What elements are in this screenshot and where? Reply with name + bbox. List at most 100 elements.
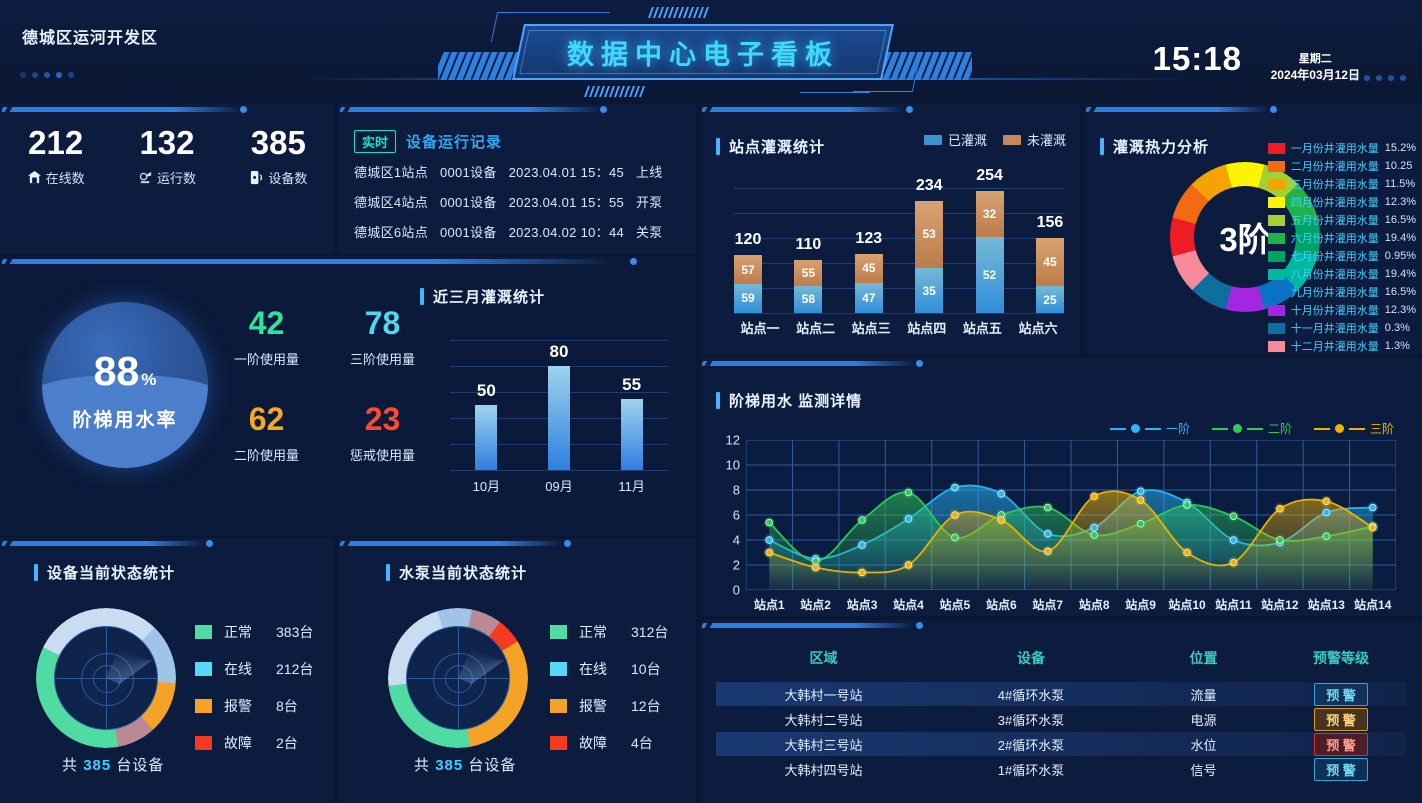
stat-online[interactable]: 212 在线数: [0, 124, 111, 187]
chart-bar-total: 110: [795, 236, 822, 254]
list-item[interactable]: 德城区4站点 0001设备 2023.04.01 15：55 开泵: [354, 192, 671, 211]
legend-value: 312台: [631, 624, 669, 640]
donut-center-label: 3阶: [1219, 221, 1271, 258]
record-time: 2023.04.01 15：55: [508, 195, 625, 210]
chart-bar[interactable]: 234 53 35: [915, 177, 944, 313]
cell-device: 4#循环水泵: [997, 687, 1065, 703]
legend-line: [1246, 427, 1263, 430]
table-row[interactable]: 大韩村一号站 4#循环水泵 流量 预 警: [716, 682, 1406, 706]
legend-value: 10.25: [1384, 160, 1413, 172]
dashboard-title-banner: 数据中心电子看板: [512, 24, 894, 80]
chart-xlabel: 站点六: [1018, 321, 1058, 336]
panel-bar-decoration: [714, 361, 914, 366]
pump-total: 共 385 台设备: [414, 754, 516, 775]
legend-item[interactable]: 一月份井灌用水量 15.2%: [1267, 140, 1416, 156]
kpi-penalty[interactable]: 23 惩戒使用量: [330, 401, 435, 464]
status-badge[interactable]: 预 警: [1314, 682, 1368, 706]
list-item[interactable]: 德城区6站点 0001设备 2023.04.02 10：44 关泵: [354, 222, 671, 241]
legend-label: 二月份井灌用水量: [1290, 161, 1379, 173]
panel-dot-decoration: [1270, 106, 1277, 113]
legend-item[interactable]: 六月份井灌用水量 19.4%: [1267, 230, 1416, 246]
legend-item[interactable]: 故障 4台: [550, 733, 668, 753]
legend-item[interactable]: 故障 2台: [195, 733, 313, 753]
chart-bar[interactable]: 110 55 58: [794, 236, 823, 313]
list-item[interactable]: 德城区1站点 0001设备 2023.04.01 15：45 上线: [354, 162, 671, 181]
chart-xlabel: 站点1: [753, 598, 785, 612]
column-header-position: 位置: [1189, 650, 1218, 666]
chart-bar[interactable]: 50: [475, 381, 498, 470]
cell-area: 大韩村一号站: [784, 687, 863, 703]
legend-item[interactable]: 三月份井灌用水量 11.5%: [1267, 176, 1416, 192]
panel-header-decoration: [700, 358, 1422, 370]
legend-item[interactable]: 二阶: [1211, 420, 1292, 437]
legend-value: 2台: [276, 735, 298, 751]
legend-point: [1334, 424, 1344, 433]
legend-swatch: [1267, 304, 1285, 316]
chart-bar[interactable]: 254 32 52: [975, 167, 1004, 313]
legend-item[interactable]: 报警 8台: [195, 696, 313, 716]
pump-status-donut[interactable]: [388, 608, 551, 748]
device-status-donut[interactable]: [36, 608, 199, 748]
legend-item[interactable]: 四月份井灌用水量 12.3%: [1267, 194, 1416, 210]
legend-item[interactable]: 在线 10台: [550, 659, 668, 679]
legend-label: 一月份井灌用水量: [1290, 143, 1379, 155]
legend-item[interactable]: 九月份井灌用水量 16.5%: [1267, 284, 1416, 300]
kpi-tier1[interactable]: 42 一阶使用量: [214, 305, 319, 368]
panel-dot-decoration: [564, 540, 571, 547]
legend-item[interactable]: 在线 212台: [195, 659, 313, 679]
chart-xlabel: 10月: [472, 479, 501, 494]
legend-item[interactable]: 二月份井灌用水量 10.25: [1267, 158, 1416, 174]
legend-value: 383台: [276, 624, 314, 640]
legend-item[interactable]: 一阶: [1109, 420, 1190, 437]
legend-item-irrigated[interactable]: 已灌溉: [923, 130, 987, 149]
legend-item[interactable]: 十月份井灌用水量 12.3%: [1267, 302, 1416, 318]
record-device: 0001设备: [439, 195, 497, 210]
stat-running[interactable]: 132 运行数: [111, 125, 222, 187]
chart-bar[interactable]: 123 45 47: [854, 230, 883, 313]
stat-devices-value: 385: [250, 124, 306, 161]
chart-bar[interactable]: 80: [547, 342, 570, 470]
legend-item[interactable]: 三阶: [1313, 420, 1394, 437]
status-badge[interactable]: 预 警: [1314, 732, 1368, 756]
legend-item[interactable]: 五月份井灌用水量 16.5%: [1267, 212, 1416, 228]
chart-xlabel: 站点7: [1032, 598, 1064, 612]
kpi-tier2[interactable]: 62 二阶使用量: [214, 401, 319, 464]
record-action: 关泵: [635, 225, 663, 240]
legend-item[interactable]: 正常 383台: [195, 622, 313, 642]
table-row[interactable]: 大韩村四号站 1#循环水泵 信号 预 警: [716, 757, 1406, 781]
chart-bar[interactable]: 156 45 25: [1035, 214, 1064, 313]
legend-item[interactable]: 正常 312台: [550, 622, 668, 642]
record-site: 德城区1站点: [354, 165, 429, 180]
chart-xlabel: 站点四: [907, 321, 947, 336]
legend-swatch: [1267, 286, 1285, 298]
legend-value: 0.3%: [1384, 322, 1410, 334]
table-row[interactable]: 大韩村三号站 2#循环水泵 水位 预 警: [716, 732, 1406, 756]
legend-item[interactable]: 十二月井灌用水量 1.3%: [1267, 338, 1416, 354]
cell-area: 大韩村四号站: [784, 762, 863, 778]
heat-legend: 一月份井灌用水量 15.2% 二月份井灌用水量 10.25 三月份井灌用水量 11.5% 四…: [1267, 140, 1416, 356]
recent-months-chart: 近三月灌溉统计 50 80 55 10月 09月 11月: [420, 280, 680, 510]
legend-item[interactable]: 十一月井灌用水量 0.3%: [1267, 320, 1416, 336]
legend-value: 212台: [276, 661, 314, 677]
legend-item[interactable]: 报警 12台: [550, 696, 668, 716]
chart-bar-value: 50: [476, 381, 496, 400]
stat-devices[interactable]: 385 设备数: [223, 124, 334, 187]
legend-swatch: [1267, 142, 1285, 154]
legend-item[interactable]: 七月份井灌用水量 0.95%: [1267, 248, 1416, 264]
chart-bar[interactable]: 120 57 59: [734, 231, 762, 313]
table-row[interactable]: 大韩村二号站 3#循环水泵 电源 预 警: [716, 707, 1406, 731]
status-badge[interactable]: 预 警: [1314, 707, 1368, 731]
legend-item-not-irrigated[interactable]: 未灌溉: [1002, 130, 1066, 149]
chart-xlabel: 站点2: [800, 598, 831, 612]
status-badge[interactable]: 预 警: [1314, 757, 1368, 781]
kpi-tier3[interactable]: 78 三阶使用量: [330, 305, 435, 368]
chart-bar[interactable]: 55: [620, 375, 643, 470]
device-status-panel: 设备当前状态统计 正常 383台 在线 212台 报警 8台 故障 2台 共 385 台设备: [0, 538, 334, 803]
legend-item[interactable]: 八月份井灌用水量 19.4%: [1267, 266, 1416, 282]
record-site: 德城区6站点: [354, 225, 429, 240]
radar-decoration: [36, 608, 199, 748]
table-body: 大韩村一号站 4#循环水泵 流量预 警大韩村二号站 3#循环水泵 电源预 警大韩村三号站…: [716, 682, 1406, 781]
kpi-penalty-value: 23: [364, 401, 401, 437]
stat-online-value: 212: [28, 124, 84, 161]
cell-device: 2#循环水泵: [997, 737, 1065, 753]
